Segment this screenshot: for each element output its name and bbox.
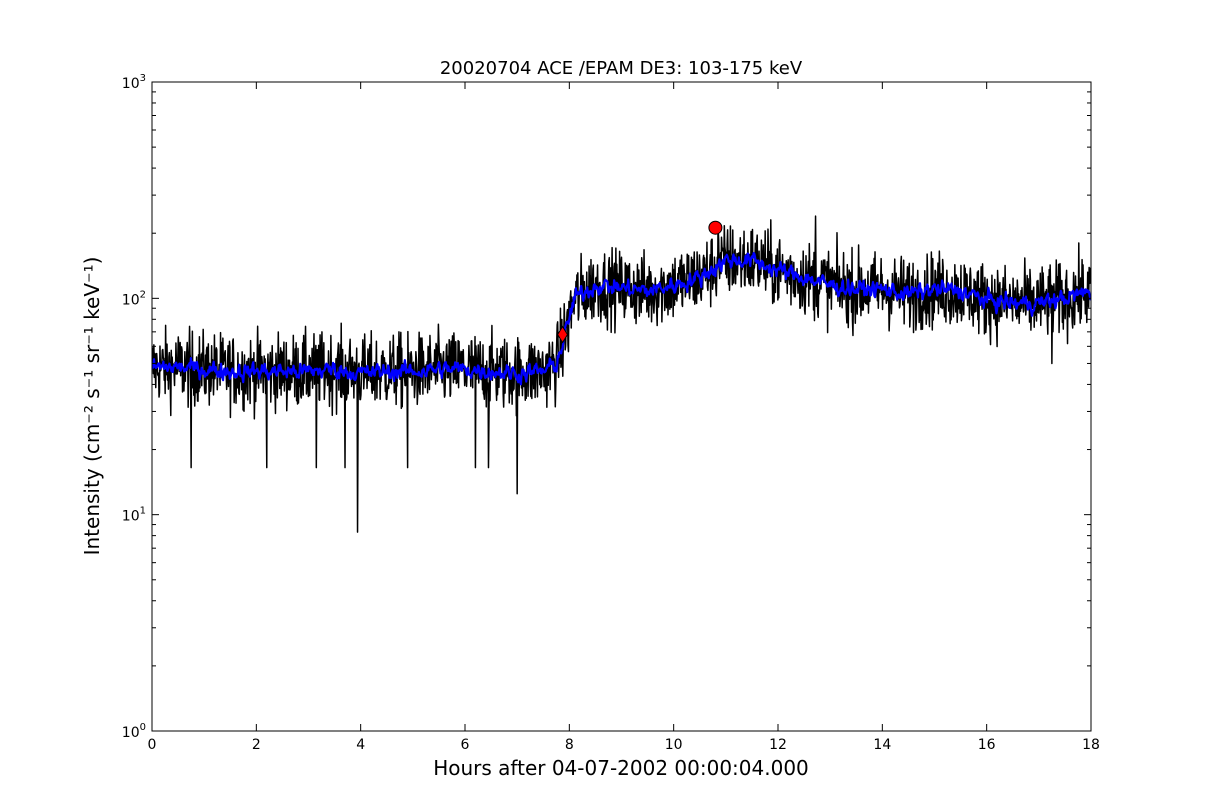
onset-marker <box>556 325 569 344</box>
x-tick-label: 2 <box>252 737 261 753</box>
x-tick-label: 14 <box>873 737 891 753</box>
x-tick-label: 6 <box>461 737 470 753</box>
y-axis-title: Intensity (cm⁻² s⁻¹ sr⁻¹ keV⁻¹) <box>80 257 104 556</box>
x-tick-label: 4 <box>356 737 365 753</box>
x-tick-label: 0 <box>148 737 157 753</box>
y-tick-label: 103 <box>122 73 146 92</box>
plot-frame <box>151 81 1092 732</box>
markers <box>556 220 723 344</box>
x-tick-label: 8 <box>565 737 574 753</box>
peak-marker <box>708 220 723 235</box>
y-tick-label: 101 <box>122 506 146 525</box>
y-tick-label: 102 <box>122 289 146 308</box>
chart-title: 20020704 ACE /EPAM DE3: 103-175 keV <box>440 58 803 79</box>
x-tick-label: 12 <box>769 737 787 753</box>
y-tick-label: 100 <box>122 722 146 741</box>
series-raw-line <box>152 215 1091 533</box>
x-tick-label: 16 <box>978 737 996 753</box>
series-smoothed-line <box>152 252 1091 386</box>
x-tick-label: 10 <box>665 737 683 753</box>
plot-area <box>152 215 1091 533</box>
x-axis-title: Hours after 04-07-2002 00:00:04.000 <box>433 756 809 780</box>
axis-ticks: 0 2 4 6 8 10 12 14 16 18 100 101 102 103 <box>122 73 1100 753</box>
x-tick-label: 18 <box>1082 737 1100 753</box>
